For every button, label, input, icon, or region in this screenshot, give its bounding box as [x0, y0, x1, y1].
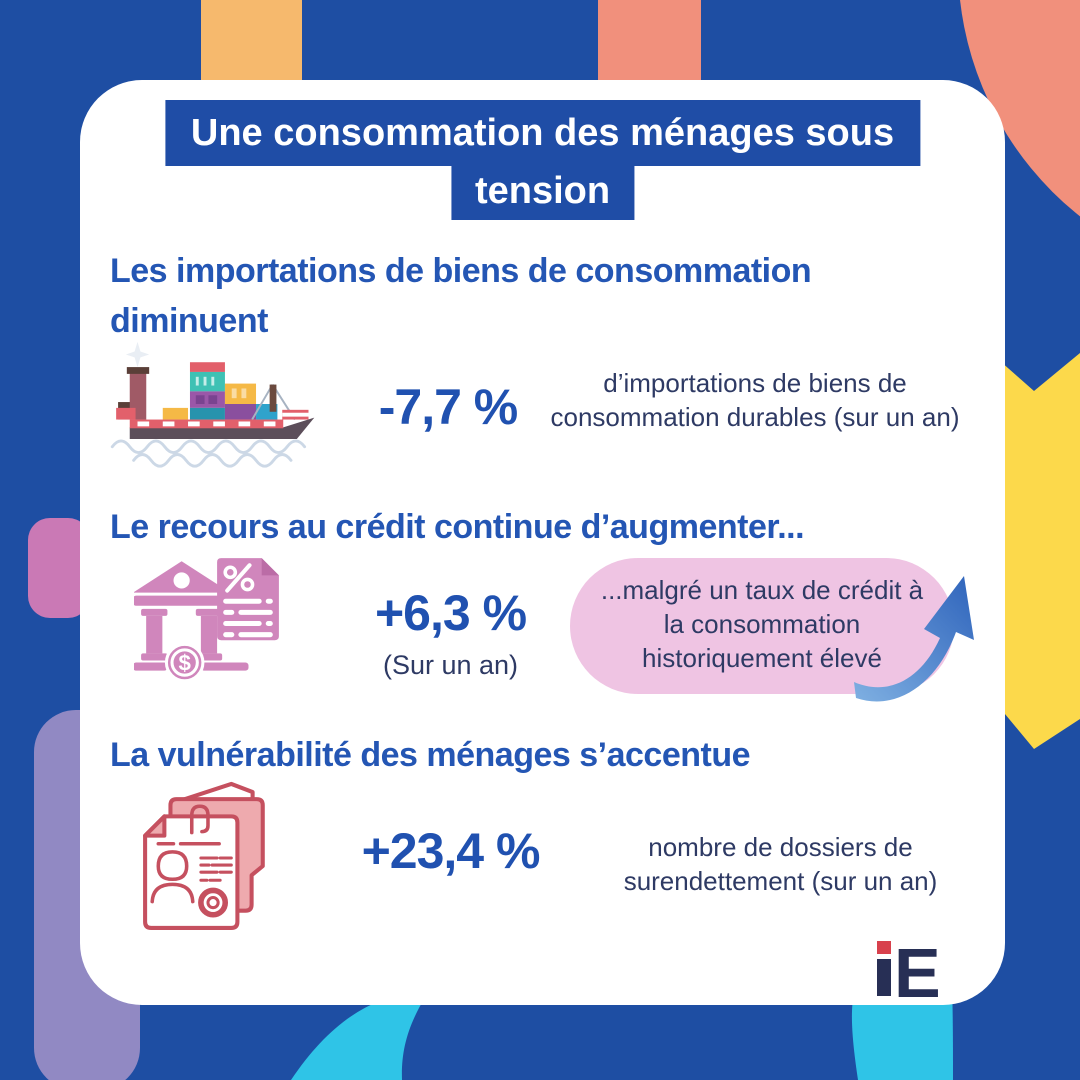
heading-line: diminuent	[110, 302, 268, 340]
section-3-stat: +23,4 %	[361, 823, 541, 879]
debt-folder-icon	[143, 781, 265, 930]
description-line: consommation durables (sur un an)	[550, 402, 960, 432]
section-3-heading: La vulnérabilité des ménages s’accentue	[110, 736, 751, 774]
description-line: d’importations de biens de	[603, 368, 907, 398]
orchid-rect-shape	[28, 518, 90, 618]
bubble-line: historiquement élevé	[642, 643, 882, 673]
cargo-ship-icon	[110, 341, 315, 468]
description-line: surendettement (sur un an)	[623, 866, 938, 896]
section-2-heading: Le recours au crédit continue d’augmente…	[110, 508, 805, 546]
description-line: nombre de dossiers de	[648, 832, 913, 862]
section-1-stat: -7,7 %	[378, 379, 519, 435]
cyan-arc-left-shape	[291, 999, 424, 1080]
title-line-2: tension	[450, 166, 635, 220]
section-1-heading: Les importations de biens de consommatio…	[110, 246, 960, 346]
bank-credit-icon: $	[134, 558, 279, 683]
svg-text:$: $	[178, 651, 191, 676]
section-1-description: d’importations de biens de consommation …	[532, 366, 978, 434]
bubble-line: la consommation	[663, 609, 861, 639]
title-line-1: Une consommation des ménages sous	[164, 100, 921, 166]
logo-e-letter: E	[894, 934, 941, 1012]
section-2-stat-note: (Sur un an)	[382, 650, 519, 680]
logo-i-dot	[877, 941, 891, 954]
bubble-line: ...malgré un taux de crédit à	[600, 575, 924, 605]
growth-arrow-icon	[854, 576, 974, 702]
ie-logo: E	[877, 934, 951, 1012]
content-card: Une consommation des ménages sous tensio…	[80, 80, 1005, 1012]
section-3-description: nombre de dossiers de surendettement (su…	[598, 830, 963, 898]
yellow-chevron-shape	[1000, 353, 1080, 749]
logo-i-stem	[877, 959, 891, 996]
salmon-circle-shape	[960, 0, 1080, 217]
credit-rate-bubble: ...malgré un taux de crédit à la consomm…	[570, 558, 954, 694]
section-2-stat: +6,3 %	[374, 585, 527, 641]
heading-line: Les importations de biens de consommatio…	[110, 252, 812, 290]
